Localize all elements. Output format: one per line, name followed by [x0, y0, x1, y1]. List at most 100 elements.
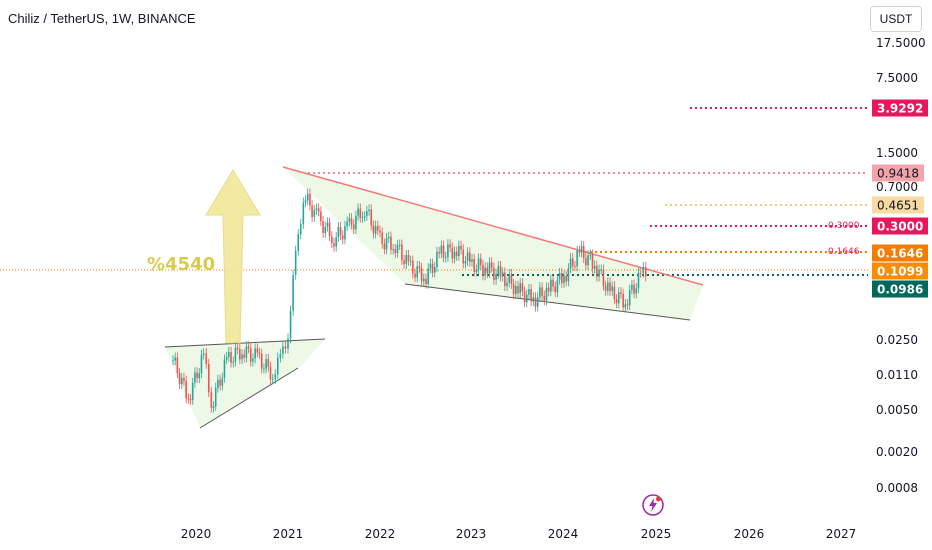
candle-body: [587, 255, 589, 266]
candle-body: [243, 354, 245, 358]
candle-body: [219, 379, 221, 386]
candle-body: [497, 266, 500, 275]
price-tag-0.1646: 0.1646: [872, 244, 929, 262]
candle-body: [287, 338, 289, 349]
y-tick: 7.5000: [876, 71, 918, 85]
x-tick: 2025: [640, 527, 672, 541]
candle-body: [423, 278, 425, 282]
candle-body: [521, 283, 524, 292]
candle-body: [366, 211, 368, 217]
currency-button[interactable]: USDT: [870, 6, 922, 32]
candle-body: [398, 244, 401, 246]
candle-body: [482, 264, 484, 276]
candle-body: [585, 258, 587, 266]
candle-body: [279, 354, 282, 358]
candle-body: [368, 209, 370, 212]
candle-body: [210, 392, 213, 408]
candle-body: [512, 284, 515, 295]
candle-body: [294, 250, 297, 275]
candle-body: [447, 244, 449, 258]
candle-body: [258, 352, 261, 355]
chart-title: Chiliz / TetherUS, 1W, BINANCE: [8, 11, 196, 26]
candle-body: [499, 266, 502, 277]
candle-body: [174, 357, 176, 361]
lightning-logo-icon[interactable]: [642, 494, 664, 516]
candle-body: [223, 359, 226, 378]
candle-body: [390, 236, 392, 250]
candle-body: [403, 260, 405, 265]
candle-body: [438, 251, 440, 254]
wedge-support-line: [404, 283, 691, 321]
candle-body: [613, 286, 616, 300]
x-tick: 2020: [180, 527, 212, 541]
candle-body: [528, 289, 530, 295]
candle-body: [591, 254, 594, 269]
candle-body: [604, 285, 607, 291]
candle-body: [191, 382, 194, 400]
candle-body: [550, 279, 552, 292]
candle-body: [582, 246, 585, 259]
candle-body: [506, 282, 508, 287]
price-tag-0.4651: 0.4651: [872, 196, 924, 214]
candle-body: [628, 289, 631, 306]
candle-body: [407, 255, 410, 261]
candle-body: [363, 216, 366, 218]
level-label-0.1646: 0.1646: [828, 247, 860, 257]
candle-body: [639, 272, 642, 274]
y-tick: 0.0050: [876, 403, 918, 417]
candle-body: [221, 377, 224, 386]
candle-body: [561, 273, 563, 284]
candle-body: [212, 406, 215, 408]
candle-body: [523, 291, 526, 303]
wedge-resistance-line: [282, 166, 704, 286]
candle-body: [254, 348, 256, 359]
candle-body: [642, 267, 645, 274]
price-tag-current: 0.1099: [872, 262, 929, 280]
candle-body: [249, 348, 252, 362]
candle-body: [304, 200, 307, 203]
candle-body: [405, 255, 408, 265]
candle-body: [178, 373, 181, 385]
candle-body: [464, 261, 467, 264]
candle-body: [620, 292, 622, 294]
candle-body: [598, 269, 600, 277]
candle-body: [267, 359, 270, 367]
candle-body: [225, 356, 228, 360]
candle-body: [276, 357, 279, 375]
candle-body: [479, 258, 482, 265]
candle-body: [187, 398, 190, 400]
candle-body: [596, 265, 598, 277]
candle-body: [196, 372, 198, 379]
candle-body: [517, 285, 519, 294]
candle-body: [412, 260, 414, 274]
candle-body: [569, 258, 572, 269]
candle-body: [593, 265, 596, 269]
candle-body: [331, 236, 333, 244]
candle-body: [205, 353, 208, 364]
candle-body: [622, 293, 624, 308]
wedge-pattern-fill: [283, 167, 703, 320]
triangle-bottom-line: [199, 367, 299, 429]
candle-body: [236, 347, 239, 350]
candle-body: [631, 284, 633, 290]
candle-body: [600, 269, 603, 271]
x-tick: 2022: [364, 527, 396, 541]
candle-body: [571, 258, 574, 267]
candle-body: [458, 245, 460, 257]
candle-body: [282, 346, 284, 355]
candle-body: [333, 243, 335, 247]
price-tag-0.0986: 0.0986: [872, 280, 929, 298]
candle-body: [352, 224, 355, 230]
candle-body: [265, 359, 267, 369]
candle-body: [385, 238, 388, 250]
candle-body: [172, 360, 174, 362]
candle-body: [194, 372, 196, 383]
candle-body: [626, 304, 629, 306]
candle-body: [322, 221, 324, 234]
candle-body: [436, 251, 438, 268]
candle-body: [547, 287, 550, 292]
candle-body: [372, 225, 375, 234]
candle-body: [396, 245, 399, 253]
candle-body: [252, 358, 254, 362]
